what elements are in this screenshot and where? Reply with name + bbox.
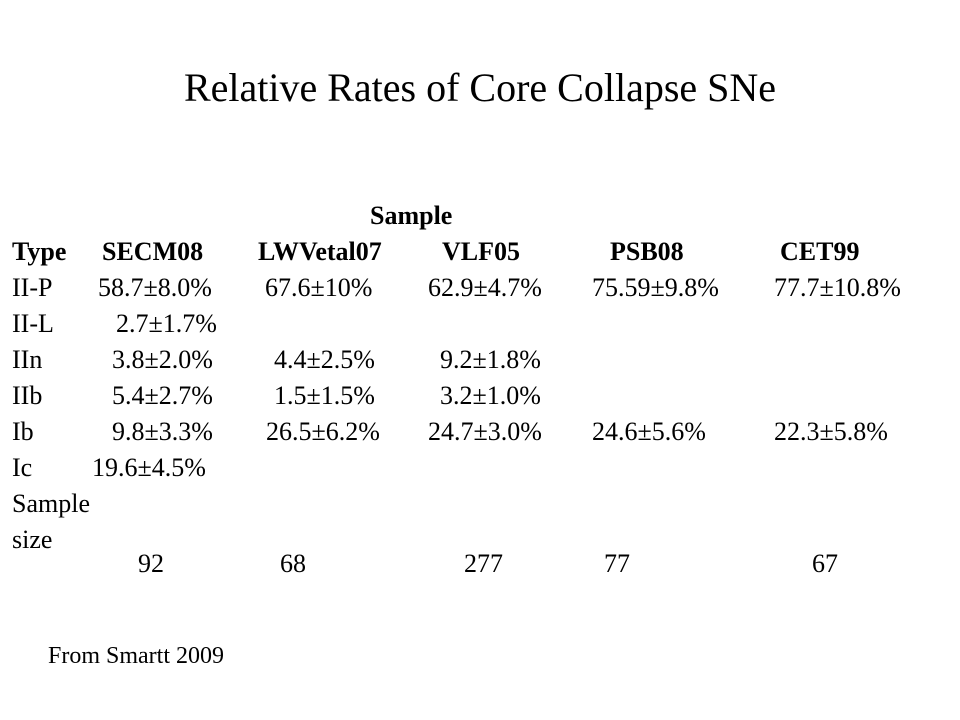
table-cell: 62.9±4.7% [428,273,542,302]
table-cell: 67.6±10% [265,273,373,302]
table-cell: 2.7±1.7% [116,309,217,338]
table-cell: 3.8±2.0% [112,345,213,374]
table-cell: 26.5±6.2% [266,417,380,446]
table-cell: 1.5±1.5% [274,381,375,410]
source-citation: From Smartt 2009 [48,643,225,669]
column-header-lwvetal07: LWVetal07 [258,237,382,266]
table-cell: 58.7±8.0% [98,273,212,302]
column-header-vlf05: VLF05 [442,237,520,266]
sample-size-value: 277 [464,549,503,578]
table-cell: 3.2±1.0% [440,381,541,410]
table-cell: 24.6±5.6% [592,417,706,446]
row-label-ib: Ib [12,417,34,446]
table-cell: 75.59±9.8% [592,273,719,302]
table-cell: 5.4±2.7% [112,381,213,410]
table-cell: 9.2±1.8% [440,345,541,374]
row-label-iib: IIb [12,381,43,410]
table-cell: 4.4±2.5% [274,345,375,374]
row-label-iin: IIn [12,345,43,374]
row-label-ic: Ic [12,453,33,482]
table-cell: 24.7±3.0% [428,417,542,446]
column-header-type: Type [12,237,67,266]
column-header-psb08: PSB08 [610,237,684,266]
sample-group-header: Sample [370,201,453,230]
table-cell: 77.7±10.8% [774,273,901,302]
sample-size-value: 77 [604,549,630,578]
table-cell: 9.8±3.3% [112,417,213,446]
row-label-size: size [12,525,53,554]
table-cell: 19.6±4.5% [92,453,206,482]
row-label-iil: II-L [12,309,54,338]
sample-size-value: 68 [280,549,306,578]
row-label-iip: II-P [12,273,53,302]
column-header-cet99: CET99 [780,237,860,266]
slide-title: Relative Rates of Core Collapse SNe [183,65,777,110]
column-header-secm08: SECM08 [102,237,204,266]
sample-size-value: 92 [138,549,164,578]
sample-size-value: 67 [812,549,838,578]
row-label-sample: Sample [12,489,90,518]
table-cell: 22.3±5.8% [774,417,888,446]
